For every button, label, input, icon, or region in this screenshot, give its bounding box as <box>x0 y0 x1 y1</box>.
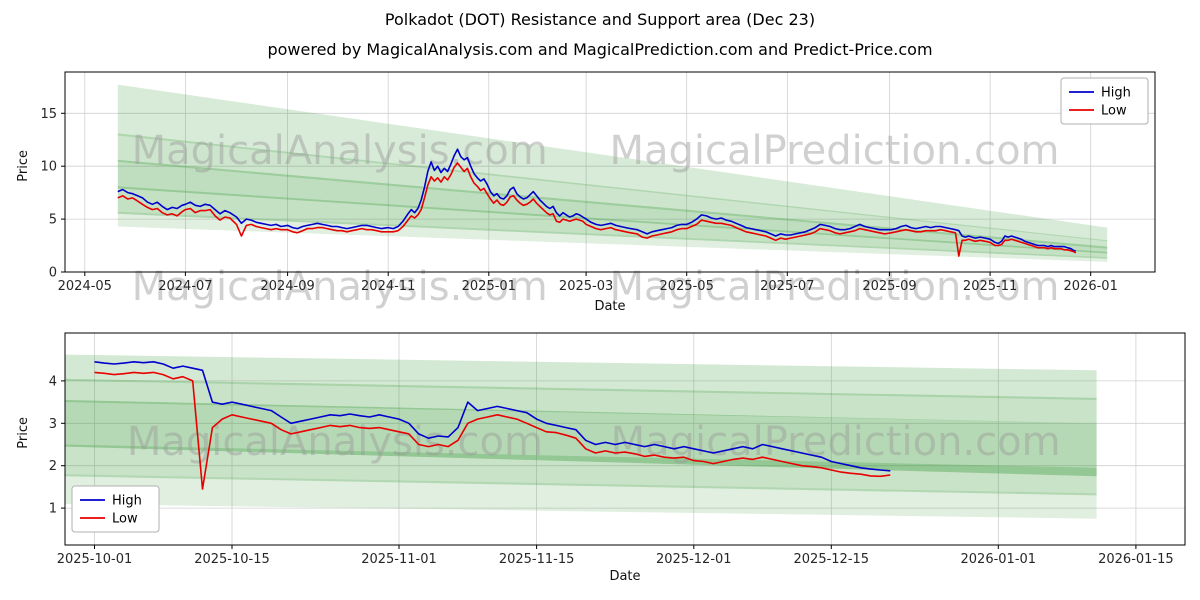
legend-box <box>1060 77 1149 125</box>
x-tick-label: 2026-01-15 <box>1098 552 1174 567</box>
axes-spines <box>64 332 1186 546</box>
low-line <box>94 371 891 490</box>
x-tick-label: 2025-07 <box>760 279 814 294</box>
bottom-chart-date-axis-label: Date <box>609 569 641 584</box>
support-resistance-band <box>65 378 1097 424</box>
x-tick-label: 2025-10-15 <box>194 552 270 567</box>
x-tick-label: 2025-12-15 <box>794 552 870 567</box>
y-tick-label: 2 <box>49 459 57 474</box>
legend-box <box>71 485 160 533</box>
support-resistance-band <box>117 159 1108 254</box>
x-tick-label: 2026-01 <box>1064 279 1118 294</box>
x-tick-label: 2025-11-15 <box>499 552 575 567</box>
watermark-text: MagicalPrediction.com <box>610 128 1060 174</box>
y-tick-label: 3 <box>49 417 57 432</box>
legend-low-label: Low <box>1101 104 1127 119</box>
support-resistance-band <box>117 186 1108 259</box>
x-tick-label: 2025-12-01 <box>656 552 732 567</box>
y-tick-label: 15 <box>40 107 57 122</box>
x-tick-label: 2025-11-01 <box>361 552 437 567</box>
x-tick-label: 2025-01 <box>462 279 516 294</box>
low-line <box>117 162 1077 257</box>
x-tick-label: 2025-03 <box>559 279 613 294</box>
bottom-price-chart: MagicalAnalysis.com MagicalPrediction.com… <box>49 332 1186 567</box>
figure-title: Polkadot (DOT) Resistance and Support ar… <box>384 10 816 29</box>
top-price-chart: MagicalAnalysis.com MagicalPrediction.com… <box>40 71 1156 310</box>
figure-subtitle: powered by MagicalAnalysis.com and Magic… <box>267 40 933 59</box>
y-tick-label: 1 <box>49 502 57 517</box>
top-chart-date-axis-label: Date <box>594 299 626 314</box>
y-tick-label: 10 <box>40 160 57 175</box>
x-tick-label: 2024-11 <box>361 279 415 294</box>
axes-spines <box>64 71 1156 273</box>
legend-high-label: High <box>112 494 142 509</box>
high-line <box>94 360 891 472</box>
bottom-chart-price-axis-label: Price <box>16 417 31 449</box>
high-line <box>117 148 1076 252</box>
x-tick-label: 2024-05 <box>58 279 112 294</box>
watermark-text: MagicalAnalysis.com <box>132 128 548 174</box>
support-resistance-band <box>65 444 1097 496</box>
top-chart-price-axis-label: Price <box>16 150 31 182</box>
y-tick-label: 5 <box>49 213 57 228</box>
x-tick-label: 2026-01-01 <box>961 552 1037 567</box>
x-tick-label: 2025-05 <box>660 279 714 294</box>
support-resistance-band <box>65 354 1097 400</box>
support-resistance-band <box>117 211 1108 262</box>
x-tick-label: 2024-07 <box>158 279 212 294</box>
x-tick-label: 2024-09 <box>260 279 314 294</box>
x-tick-label: 2025-10-01 <box>57 552 133 567</box>
support-resistance-band <box>65 474 1097 519</box>
plot-background <box>65 72 1155 272</box>
support-resistance-band <box>117 133 1108 249</box>
support-resistance-band <box>65 400 1097 477</box>
y-tick-label: 0 <box>49 266 57 281</box>
x-tick-label: 2025-09 <box>862 279 916 294</box>
x-tick-label: 2025-11 <box>963 279 1017 294</box>
support-resistance-band <box>117 84 1108 242</box>
legend-high-label: High <box>1101 86 1131 101</box>
y-tick-label: 4 <box>49 374 57 389</box>
legend-low-label: Low <box>112 512 138 527</box>
